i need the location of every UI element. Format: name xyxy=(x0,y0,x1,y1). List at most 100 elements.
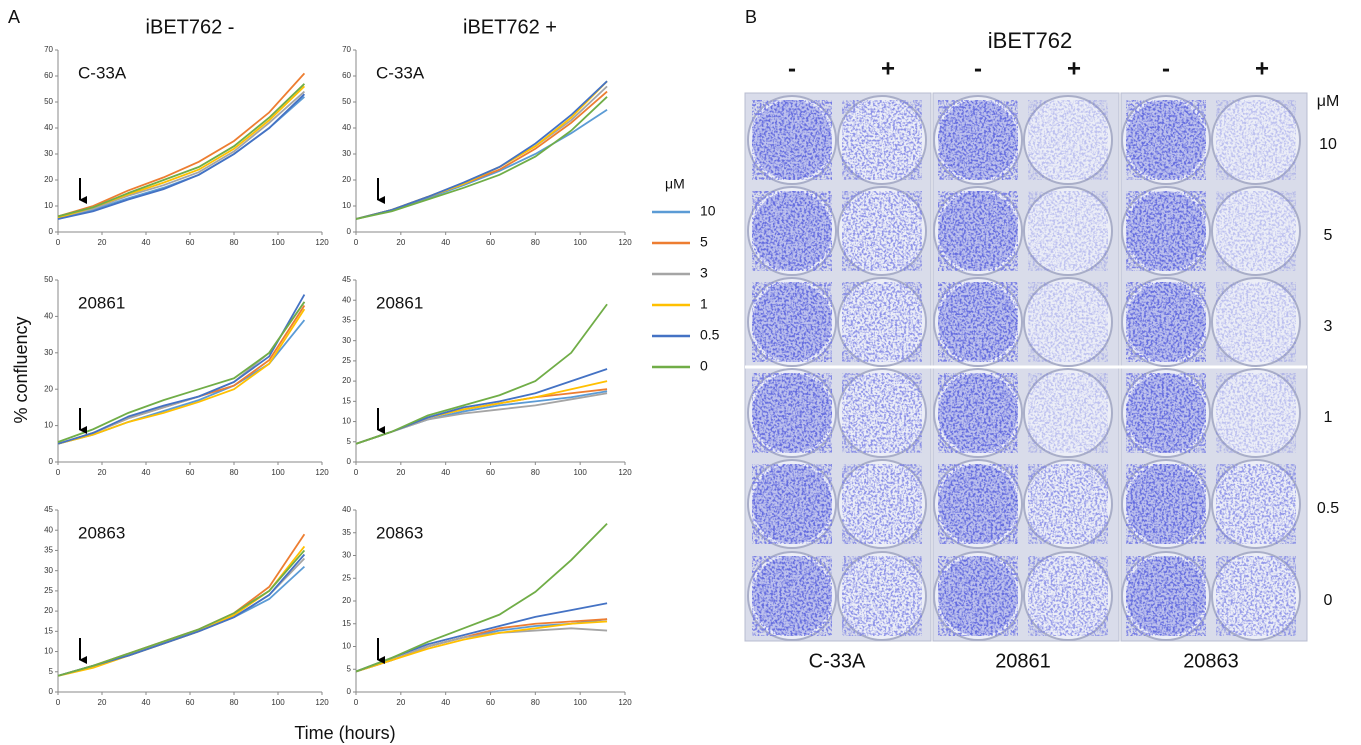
y-tick-label: 40 xyxy=(342,295,351,304)
treatment-sign: + xyxy=(881,55,895,82)
well-stain xyxy=(752,373,832,453)
y-tick-label: 10 xyxy=(342,201,351,210)
y-tick-label: 0 xyxy=(347,687,352,696)
x-tick-label: 60 xyxy=(186,238,195,247)
well-dense xyxy=(938,556,1018,636)
y-tick-label: 0 xyxy=(49,457,54,466)
well-dense xyxy=(1126,282,1206,362)
series-line xyxy=(57,301,306,445)
x-tick-label: 40 xyxy=(142,238,151,247)
series-line xyxy=(57,294,306,445)
well-stain xyxy=(938,191,1018,271)
y-tick-label: 25 xyxy=(342,573,351,582)
legend-label: 0.5 xyxy=(700,327,720,343)
well-dense xyxy=(1126,464,1206,544)
series-line xyxy=(355,602,608,673)
y-tick-label: 40 xyxy=(342,123,351,132)
well-stain xyxy=(1028,464,1108,544)
chart-title: 20861 xyxy=(78,293,125,312)
chart-title: 20863 xyxy=(376,523,423,542)
well-stain xyxy=(1216,191,1296,271)
x-tick-label: 60 xyxy=(486,468,495,477)
x-tick-label: 80 xyxy=(531,698,540,707)
treatment-sign: - xyxy=(788,55,796,82)
x-tick-label: 80 xyxy=(230,238,239,247)
treatment-sign: + xyxy=(1255,55,1269,82)
well-dense xyxy=(938,100,1018,180)
well-dense xyxy=(938,373,1018,453)
series-line xyxy=(355,80,608,220)
well-stain xyxy=(938,464,1018,544)
well-dense xyxy=(752,282,832,362)
treatment-sign: - xyxy=(1162,55,1170,82)
x-tick-label: 120 xyxy=(315,238,329,247)
well-dense xyxy=(1126,556,1206,636)
well-stain xyxy=(842,191,922,271)
x-tick-label: 40 xyxy=(142,698,151,707)
x-tick-label: 0 xyxy=(56,238,61,247)
x-tick-label: 120 xyxy=(315,468,329,477)
well-stain xyxy=(1216,373,1296,453)
y-tick-label: 40 xyxy=(342,505,351,514)
x-tick-label: 120 xyxy=(618,698,632,707)
dose-label: 0.5 xyxy=(1317,500,1339,517)
y-tick-label: 10 xyxy=(342,417,351,426)
well-stain xyxy=(1216,282,1296,362)
x-tick-label: 120 xyxy=(618,468,632,477)
y-tick-label: 45 xyxy=(44,505,53,514)
well-stain xyxy=(1126,191,1206,271)
x-tick-label: 20 xyxy=(98,238,107,247)
dose-label: 1 xyxy=(1324,409,1333,426)
x-tick-label: 100 xyxy=(271,698,285,707)
series-line xyxy=(355,90,608,220)
legend-label: 10 xyxy=(700,203,716,219)
well-dense xyxy=(752,100,832,180)
series-line xyxy=(57,553,306,677)
panel-label: B xyxy=(745,7,757,27)
y-tick-label: 20 xyxy=(44,384,53,393)
y-tick-label: 30 xyxy=(342,149,351,158)
well-stain xyxy=(1028,556,1108,636)
well-dense xyxy=(938,464,1018,544)
x-tick-label: 60 xyxy=(486,698,495,707)
legend-title: μM xyxy=(665,176,685,192)
well-stain xyxy=(1126,100,1206,180)
series-line xyxy=(57,96,305,220)
well-stain xyxy=(842,556,922,636)
x-tick-label: 20 xyxy=(396,698,405,707)
well-stain xyxy=(1216,464,1296,544)
x-tick-label: 0 xyxy=(354,238,359,247)
y-tick-label: 5 xyxy=(347,437,352,446)
well-stain xyxy=(938,556,1018,636)
well-stain xyxy=(1126,373,1206,453)
series-line xyxy=(57,308,306,445)
treatment-sign: - xyxy=(974,55,982,82)
plates xyxy=(744,92,1308,642)
dose-label: 0 xyxy=(1324,592,1333,609)
unit-label: μM xyxy=(1317,93,1340,110)
series-line xyxy=(355,85,608,220)
chart-title: 20861 xyxy=(376,293,423,312)
x-tick-label: 0 xyxy=(354,468,359,477)
legend-label: 3 xyxy=(700,265,708,281)
legend-label: 0 xyxy=(700,358,708,374)
series-line xyxy=(57,72,306,218)
well-dense xyxy=(752,464,832,544)
x-tick-label: 20 xyxy=(396,468,405,477)
y-axis-label: % confluency xyxy=(11,316,31,423)
y-tick-label: 20 xyxy=(44,175,53,184)
well-stain xyxy=(1216,100,1296,180)
y-tick-label: 50 xyxy=(44,97,53,106)
well-stain xyxy=(938,100,1018,180)
y-tick-label: 0 xyxy=(49,227,54,236)
x-tick-label: 80 xyxy=(230,468,239,477)
well-stain xyxy=(752,282,832,362)
x-tick-label: 60 xyxy=(486,238,495,247)
series-line xyxy=(57,557,306,677)
y-tick-label: 15 xyxy=(342,396,351,405)
cell-line-label: 20861 xyxy=(995,650,1051,672)
cell-line-label: C-33A xyxy=(809,650,866,672)
x-tick-label: 120 xyxy=(315,698,329,707)
dose-label: 5 xyxy=(1324,227,1333,244)
well-stain xyxy=(938,373,1018,453)
